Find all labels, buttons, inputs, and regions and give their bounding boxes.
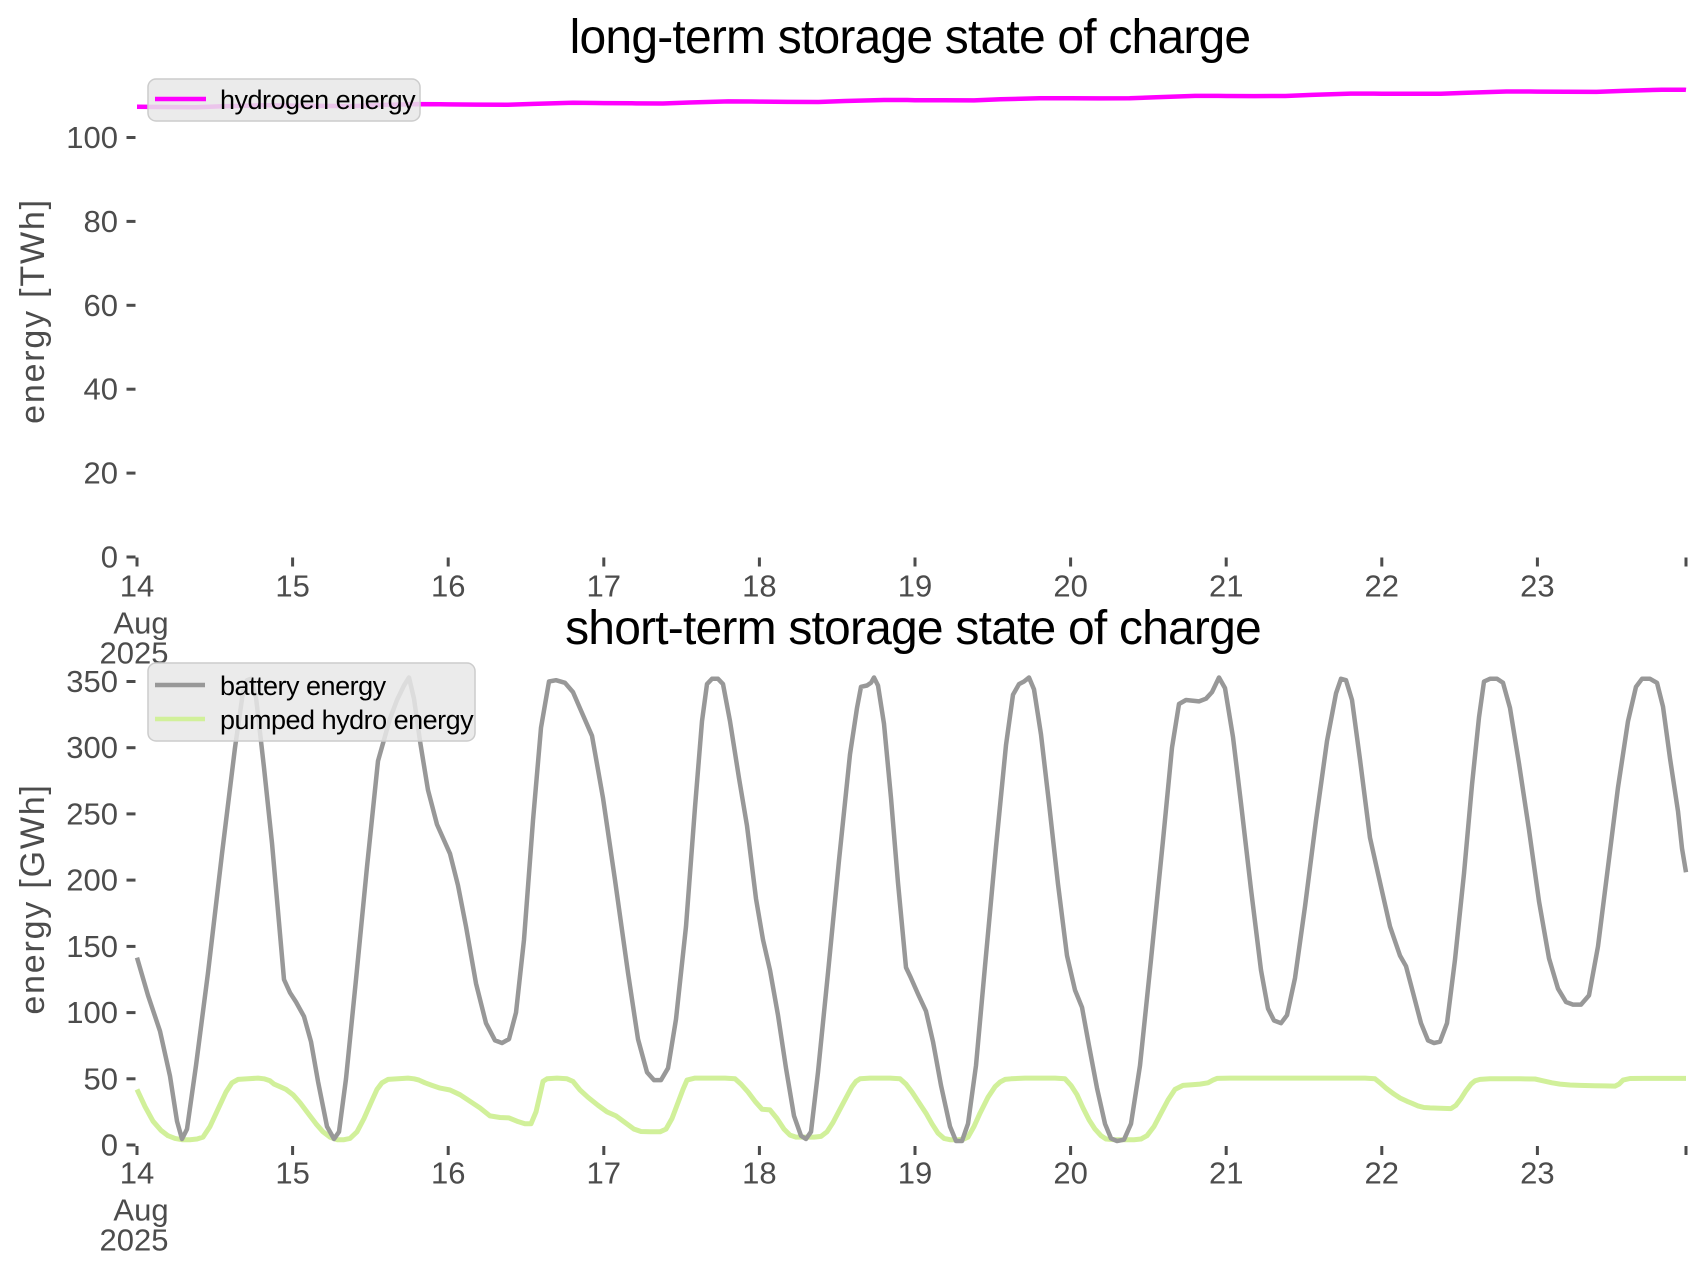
- svg-text:150: 150: [66, 929, 118, 964]
- svg-text:40: 40: [84, 372, 118, 407]
- svg-text:0: 0: [101, 540, 118, 575]
- svg-text:long-term storage state of cha: long-term storage state of charge: [570, 11, 1251, 64]
- svg-text:20: 20: [1053, 569, 1087, 604]
- svg-text:18: 18: [742, 569, 776, 604]
- svg-text:energy [GWh]: energy [GWh]: [14, 783, 52, 1014]
- svg-text:19: 19: [898, 1156, 932, 1191]
- svg-text:14: 14: [120, 569, 154, 604]
- svg-text:hydrogen energy: hydrogen energy: [220, 85, 416, 115]
- svg-text:20: 20: [1053, 1156, 1087, 1191]
- svg-text:60: 60: [84, 288, 118, 323]
- svg-text:22: 22: [1365, 569, 1399, 604]
- svg-text:battery energy: battery energy: [220, 671, 387, 701]
- svg-text:21: 21: [1209, 569, 1243, 604]
- svg-text:19: 19: [898, 569, 932, 604]
- svg-text:200: 200: [66, 863, 118, 898]
- svg-text:Aug: Aug: [113, 1193, 168, 1228]
- svg-text:Aug: Aug: [113, 606, 168, 641]
- svg-text:14: 14: [120, 1156, 154, 1191]
- svg-text:0: 0: [101, 1128, 118, 1163]
- svg-text:22: 22: [1365, 1156, 1399, 1191]
- svg-text:21: 21: [1209, 1156, 1243, 1191]
- svg-text:16: 16: [431, 1156, 465, 1191]
- svg-text:80: 80: [84, 204, 118, 239]
- svg-text:15: 15: [275, 569, 309, 604]
- svg-text:15: 15: [275, 1156, 309, 1191]
- svg-text:17: 17: [587, 1156, 621, 1191]
- svg-text:300: 300: [66, 730, 118, 765]
- svg-text:17: 17: [587, 569, 621, 604]
- svg-text:50: 50: [84, 1061, 118, 1096]
- svg-text:100: 100: [66, 120, 118, 155]
- svg-text:350: 350: [66, 664, 118, 699]
- svg-text:16: 16: [431, 569, 465, 604]
- svg-text:pumped hydro energy: pumped hydro energy: [220, 705, 474, 735]
- svg-text:2025: 2025: [100, 1223, 169, 1258]
- svg-text:short-term storage state of ch: short-term storage state of charge: [565, 602, 1261, 655]
- svg-text:20: 20: [84, 456, 118, 491]
- svg-text:23: 23: [1520, 569, 1554, 604]
- svg-text:100: 100: [66, 995, 118, 1030]
- svg-text:18: 18: [742, 1156, 776, 1191]
- svg-text:250: 250: [66, 796, 118, 831]
- svg-text:energy [TWh]: energy [TWh]: [14, 198, 52, 424]
- svg-text:23: 23: [1520, 1156, 1554, 1191]
